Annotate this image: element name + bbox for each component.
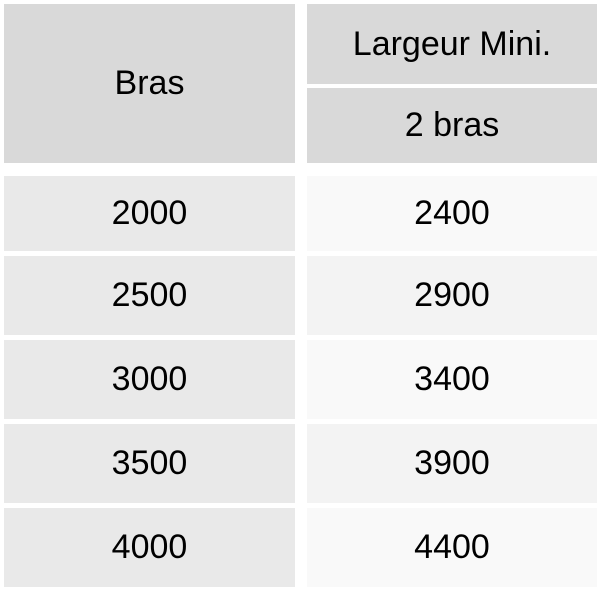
cell-bras: 3500 [4, 424, 295, 503]
header-2-bras: 2 bras [307, 88, 597, 163]
cell-largeur: 3400 [307, 340, 597, 419]
cell-largeur: 2400 [307, 176, 597, 251]
cell-bras: 3000 [4, 340, 295, 419]
cell-largeur: 4400 [307, 508, 597, 587]
cell-bras: 2000 [4, 176, 295, 251]
cell-bras: 4000 [4, 508, 295, 587]
cell-largeur: 2900 [307, 256, 597, 335]
header-largeur-mini: Largeur Mini. [307, 4, 597, 84]
header-bras: Bras [4, 4, 295, 163]
cell-bras: 2500 [4, 256, 295, 335]
cell-largeur: 3900 [307, 424, 597, 503]
